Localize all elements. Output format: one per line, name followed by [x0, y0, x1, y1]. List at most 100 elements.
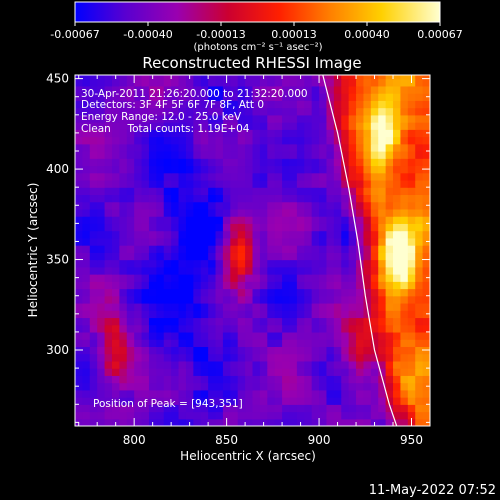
heatmap-cell — [282, 150, 291, 159]
heatmap-cell — [230, 295, 239, 304]
heatmap-cell — [304, 114, 313, 123]
heatmap-cell — [304, 245, 313, 253]
y-tick-label-0: 300 — [46, 343, 69, 357]
heatmap-cell — [104, 368, 113, 376]
heatmap-cell — [348, 281, 357, 290]
heatmap-cell — [185, 114, 194, 123]
heatmap-cell — [400, 216, 409, 224]
heatmap-cell — [245, 122, 254, 130]
heatmap-cell — [385, 143, 394, 152]
heatmap-cell — [407, 179, 416, 188]
heatmap-cell — [215, 122, 224, 130]
heatmap-cell — [252, 346, 261, 355]
heatmap-cell — [230, 288, 239, 297]
heatmap-cell — [385, 179, 394, 188]
heatmap-cell — [208, 100, 217, 109]
heatmap-cell — [385, 324, 394, 333]
heatmap-cell — [237, 230, 246, 239]
heatmap-cell — [89, 295, 98, 304]
heatmap-cell — [400, 150, 409, 159]
heatmap-cell — [296, 172, 305, 181]
heatmap-cell — [393, 252, 402, 261]
heatmap-cell — [415, 302, 424, 311]
heatmap-cell — [267, 136, 276, 145]
heatmap-cell — [311, 353, 320, 362]
heatmap-cell — [163, 165, 172, 174]
heatmap-cell — [296, 281, 305, 290]
heatmap-cell — [319, 93, 328, 101]
heatmap-cell — [148, 368, 157, 376]
heatmap-cell — [267, 360, 276, 369]
heatmap-cell — [326, 346, 335, 355]
heatmap-cell — [111, 310, 120, 319]
heatmap-cell — [230, 397, 239, 405]
heatmap-cell — [148, 274, 157, 282]
heatmap-cell — [267, 187, 276, 196]
heatmap-cell — [267, 252, 276, 261]
heatmap-cell — [282, 216, 291, 224]
heatmap-cell — [222, 331, 231, 340]
heatmap-cell — [185, 78, 194, 87]
heatmap-cell — [296, 237, 305, 246]
heatmap-cell — [326, 187, 335, 196]
heatmap-cell — [348, 375, 357, 384]
heatmap-cell — [356, 266, 365, 275]
heatmap-cell — [222, 339, 231, 347]
heatmap-cell — [237, 245, 246, 253]
heatmap-cell — [311, 274, 320, 282]
heatmap-cell — [97, 158, 106, 167]
heatmap-cell — [296, 100, 305, 109]
heatmap-cell — [341, 353, 350, 362]
heatmap-cell — [208, 353, 217, 362]
heatmap-cell — [230, 122, 239, 130]
heatmap-cell — [200, 158, 209, 167]
heatmap-cell — [407, 360, 416, 369]
heatmap-cell — [97, 404, 106, 413]
heatmap-cell — [178, 295, 187, 304]
heatmap-cell — [311, 389, 320, 398]
heatmap-cell — [400, 172, 409, 181]
y-tick-label-2: 400 — [46, 162, 69, 176]
heatmap-cell — [230, 216, 239, 224]
heatmap-cell — [378, 100, 387, 109]
heatmap-cell — [356, 331, 365, 340]
heatmap-cell — [289, 179, 298, 188]
heatmap-cell — [282, 230, 291, 239]
heatmap-cell — [141, 75, 150, 80]
heatmap-cell — [104, 136, 113, 145]
heatmap-cell — [267, 274, 276, 282]
heatmap-cell — [215, 375, 224, 384]
heatmap-cell — [89, 404, 98, 413]
heatmap-cell — [407, 150, 416, 159]
heatmap-cell — [237, 179, 246, 188]
heatmap-cell — [208, 274, 217, 282]
heatmap-cell — [363, 194, 372, 203]
heatmap-cell — [119, 143, 128, 152]
heatmap-cell — [267, 288, 276, 297]
heatmap-cell — [208, 172, 217, 181]
heatmap-cell — [89, 310, 98, 319]
heatmap-cell — [304, 179, 313, 188]
heatmap-cell — [385, 245, 394, 253]
heatmap-cell — [274, 187, 283, 196]
heatmap-cell — [341, 107, 350, 116]
heatmap-cell — [82, 187, 91, 196]
heatmap-cell — [200, 150, 209, 159]
heatmap-cell — [348, 223, 357, 232]
heatmap-cell — [134, 223, 143, 232]
heatmap-cell — [319, 411, 328, 420]
heatmap-cell — [259, 259, 268, 268]
heatmap-cell — [304, 194, 313, 203]
heatmap-cell — [348, 85, 357, 94]
heatmap-cell — [230, 114, 239, 123]
heatmap-cell — [415, 201, 424, 210]
heatmap-cell — [252, 75, 261, 80]
heatmap-cell — [370, 302, 379, 311]
heatmap-cell — [185, 404, 194, 413]
heatmap-cell — [259, 201, 268, 210]
heatmap-cell — [407, 194, 416, 203]
heatmap-cell — [111, 201, 120, 210]
heatmap-cell — [215, 165, 224, 174]
heatmap-cell — [171, 85, 180, 94]
